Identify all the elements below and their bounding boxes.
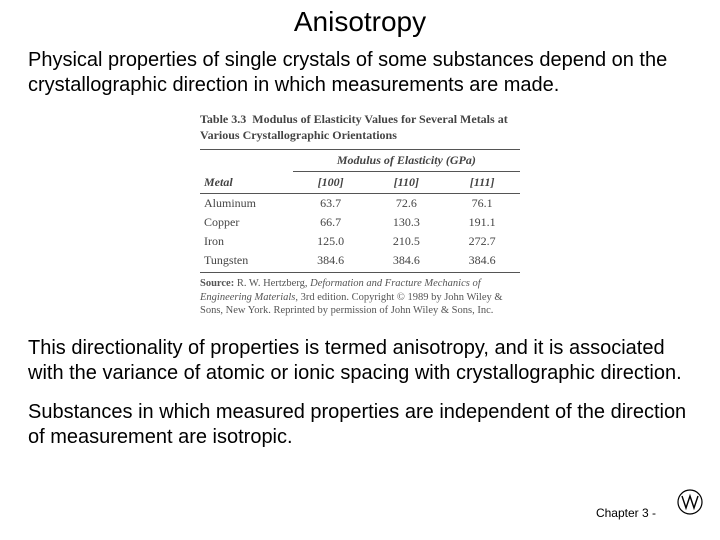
table-row-metal: Aluminum (200, 194, 293, 214)
elasticity-table: Modulus of Elasticity (GPa) Metal [100] … (200, 149, 520, 273)
page-title: Anisotropy (0, 0, 720, 48)
elasticity-table-block: Table 3.3 Modulus of Elasticity Values f… (200, 112, 520, 318)
table-row-metal: Iron (200, 232, 293, 251)
definition-paragraph: This directionality of properties is ter… (0, 336, 720, 386)
table-cell: 384.6 (444, 251, 520, 273)
wiley-logo-icon (676, 488, 704, 516)
source-label: Source: (200, 278, 234, 289)
col-header-100: [100] (293, 172, 369, 194)
table-number: Table 3.3 (200, 112, 246, 126)
table-cell: 76.1 (444, 194, 520, 214)
table-super-header: Modulus of Elasticity (GPa) (293, 150, 520, 172)
table-cell: 66.7 (293, 213, 369, 232)
table-cell: 130.3 (368, 213, 444, 232)
table-cell: 72.6 (368, 194, 444, 214)
isotropic-paragraph: Substances in which measured properties … (0, 400, 720, 450)
col-header-metal: Metal (200, 172, 293, 194)
table-cell: 191.1 (444, 213, 520, 232)
col-header-111: [111] (444, 172, 520, 194)
col-header-110: [110] (368, 172, 444, 194)
table-source: Source: R. W. Hertzberg, Deformation and… (200, 277, 520, 318)
table-corner-blank (200, 150, 293, 172)
intro-paragraph: Physical properties of single crystals o… (0, 48, 720, 98)
table-cell: 125.0 (293, 232, 369, 251)
chapter-footer: Chapter 3 - (596, 506, 656, 520)
table-cell: 63.7 (293, 194, 369, 214)
table-cell: 210.5 (368, 232, 444, 251)
table-cell: 384.6 (368, 251, 444, 273)
table-caption: Table 3.3 Modulus of Elasticity Values f… (200, 112, 520, 143)
table-cell: 272.7 (444, 232, 520, 251)
table-row-metal: Tungsten (200, 251, 293, 273)
source-author: R. W. Hertzberg, (234, 278, 310, 289)
table-title: Modulus of Elasticity Values for Several… (200, 112, 508, 142)
table-cell: 384.6 (293, 251, 369, 273)
table-row-metal: Copper (200, 213, 293, 232)
